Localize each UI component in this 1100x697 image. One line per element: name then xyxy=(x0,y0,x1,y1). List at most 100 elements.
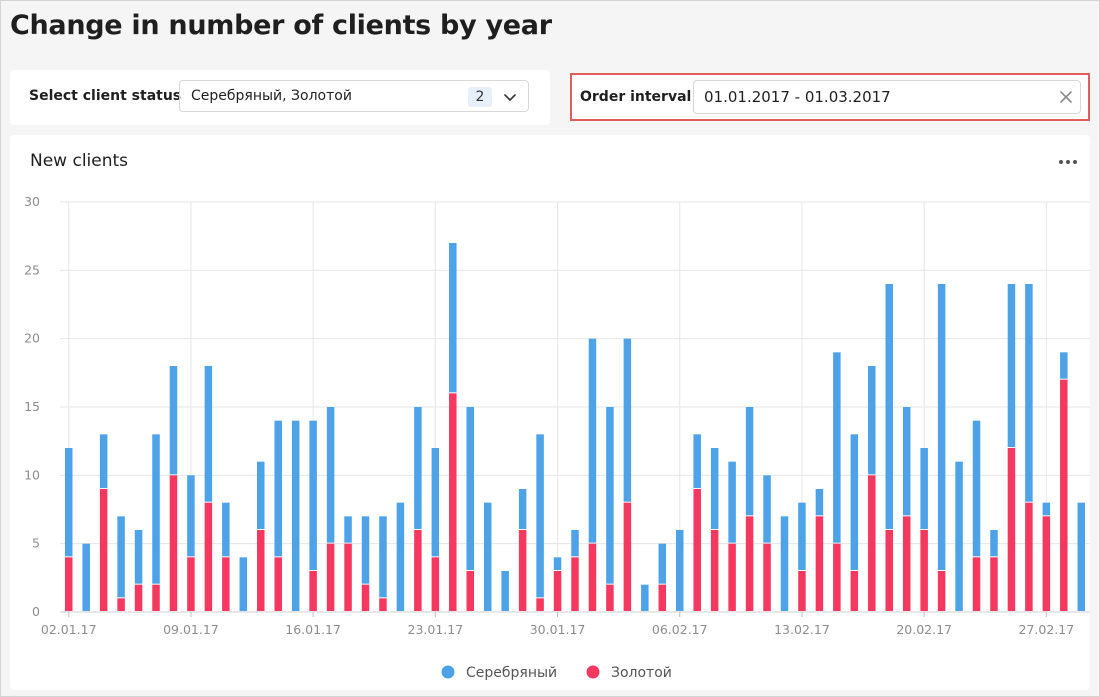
bar-segment xyxy=(379,516,387,598)
bar-segment xyxy=(361,584,370,611)
bar-segment xyxy=(815,489,824,516)
bar-segment xyxy=(414,530,422,611)
bar-segment xyxy=(99,434,108,488)
bar-segment xyxy=(326,543,335,611)
bar-segment xyxy=(134,584,143,611)
bar-segment xyxy=(693,434,701,488)
bar-segment xyxy=(763,475,771,543)
x-tick-label: 13.02.17 xyxy=(774,622,830,637)
bar-segment xyxy=(972,420,981,557)
more-options-icon[interactable] xyxy=(1057,157,1079,167)
bar-segment xyxy=(169,366,178,475)
bar-segment xyxy=(885,530,893,611)
bar-segment xyxy=(641,584,649,611)
chart-card: New clients 0 5 10 15 20 25 30 02.01.17 09.01.17… xyxy=(10,135,1090,690)
bar-segment xyxy=(204,502,213,611)
bar-chart: 0 5 10 15 20 25 30 02.01.17 09.01.17 16.01.17 23.0… xyxy=(24,194,1090,681)
y-tick-label: 0 xyxy=(32,604,40,619)
client-status-select[interactable]: Серебряный, Золотой 2 xyxy=(179,80,529,112)
bar-segment xyxy=(728,543,736,611)
bar-segment xyxy=(379,598,387,611)
bar-segment xyxy=(518,530,527,611)
bar-segment xyxy=(937,571,946,611)
x-tick-label: 30.01.17 xyxy=(530,622,586,637)
legend-label: Золотой xyxy=(611,665,672,681)
status-filter-label: Select client status xyxy=(29,88,182,104)
legend-label: Серебряный xyxy=(466,665,557,681)
bar-segment xyxy=(868,475,876,611)
bar-segment xyxy=(833,352,841,543)
bar-segment xyxy=(1060,352,1068,379)
bar-segment xyxy=(204,366,213,502)
bar-segment xyxy=(571,557,579,611)
bar-segment xyxy=(274,557,282,611)
status-filter-card: Select client status Серебряный, Золотой… xyxy=(10,70,550,125)
bar-segment xyxy=(728,461,736,543)
y-tick-label: 25 xyxy=(24,262,40,277)
bar-segment xyxy=(658,584,667,611)
y-tick-label: 5 xyxy=(32,536,40,551)
bar-segment xyxy=(902,516,911,611)
bar-segment xyxy=(920,530,928,611)
bar-segment xyxy=(972,557,981,611)
bar-segment xyxy=(483,502,492,611)
bar-segment xyxy=(134,530,143,584)
bar-segment xyxy=(257,530,265,611)
x-tick-label: 02.01.17 xyxy=(41,622,97,637)
bar-segment xyxy=(588,543,597,611)
bar-segment xyxy=(501,571,509,611)
order-interval-filter: Order interval xyxy=(570,73,1090,121)
bar-segment xyxy=(1077,502,1086,611)
bar-segment xyxy=(1042,502,1051,516)
bar-segment xyxy=(710,448,719,529)
x-tick-label: 06.02.17 xyxy=(652,622,708,637)
bar-segment xyxy=(187,475,195,557)
bar-segment xyxy=(344,543,352,611)
bar-segment xyxy=(414,407,422,529)
bar-segment xyxy=(990,530,998,557)
bar-segment xyxy=(606,584,614,611)
bar-segment xyxy=(239,557,248,611)
bar-segment xyxy=(222,557,230,611)
bar-segment xyxy=(466,571,475,611)
bar-segment xyxy=(1007,284,1016,447)
bar-segment xyxy=(710,530,719,611)
chevron-down-icon[interactable] xyxy=(502,89,518,105)
bar-segment xyxy=(309,571,317,611)
bar-segment xyxy=(222,502,230,557)
bar-segment xyxy=(833,543,841,611)
clear-icon[interactable] xyxy=(1060,91,1072,103)
bar-segment xyxy=(82,543,90,611)
date-range-input[interactable] xyxy=(693,80,1081,114)
y-tick-label: 30 xyxy=(24,194,40,209)
client-status-value: Серебряный, Золотой xyxy=(191,88,352,104)
bar-segment xyxy=(117,598,125,611)
x-tick-label: 23.01.17 xyxy=(408,622,464,637)
bar-segment xyxy=(868,366,876,475)
bar-segment xyxy=(1042,516,1051,611)
bar-segment xyxy=(850,434,859,570)
bar-segment xyxy=(937,284,946,570)
selected-count-badge: 2 xyxy=(468,87,492,107)
x-tick-label: 20.02.17 xyxy=(896,622,952,637)
x-tick-label: 16.01.17 xyxy=(285,622,341,637)
y-tick-label: 10 xyxy=(24,467,40,482)
bar-segment xyxy=(64,448,73,557)
bar-segment xyxy=(344,516,352,543)
bar-segment xyxy=(623,502,632,611)
x-tick-label: 09.01.17 xyxy=(163,622,219,637)
bar-segment xyxy=(518,489,527,529)
bar-segment xyxy=(361,516,370,584)
bar-segment xyxy=(553,571,562,611)
bar-segment xyxy=(1007,448,1016,611)
bar-segment xyxy=(117,516,125,598)
bar-segment xyxy=(396,502,405,611)
page-title: Change in number of clients by year xyxy=(10,10,552,41)
y-tick-label: 20 xyxy=(24,331,40,346)
bar-segment xyxy=(309,420,317,570)
bar-segment xyxy=(815,516,824,611)
bar-segment xyxy=(257,461,265,529)
bar-segment xyxy=(553,557,562,570)
bar-segment xyxy=(745,516,754,611)
bar-segment xyxy=(693,489,701,611)
